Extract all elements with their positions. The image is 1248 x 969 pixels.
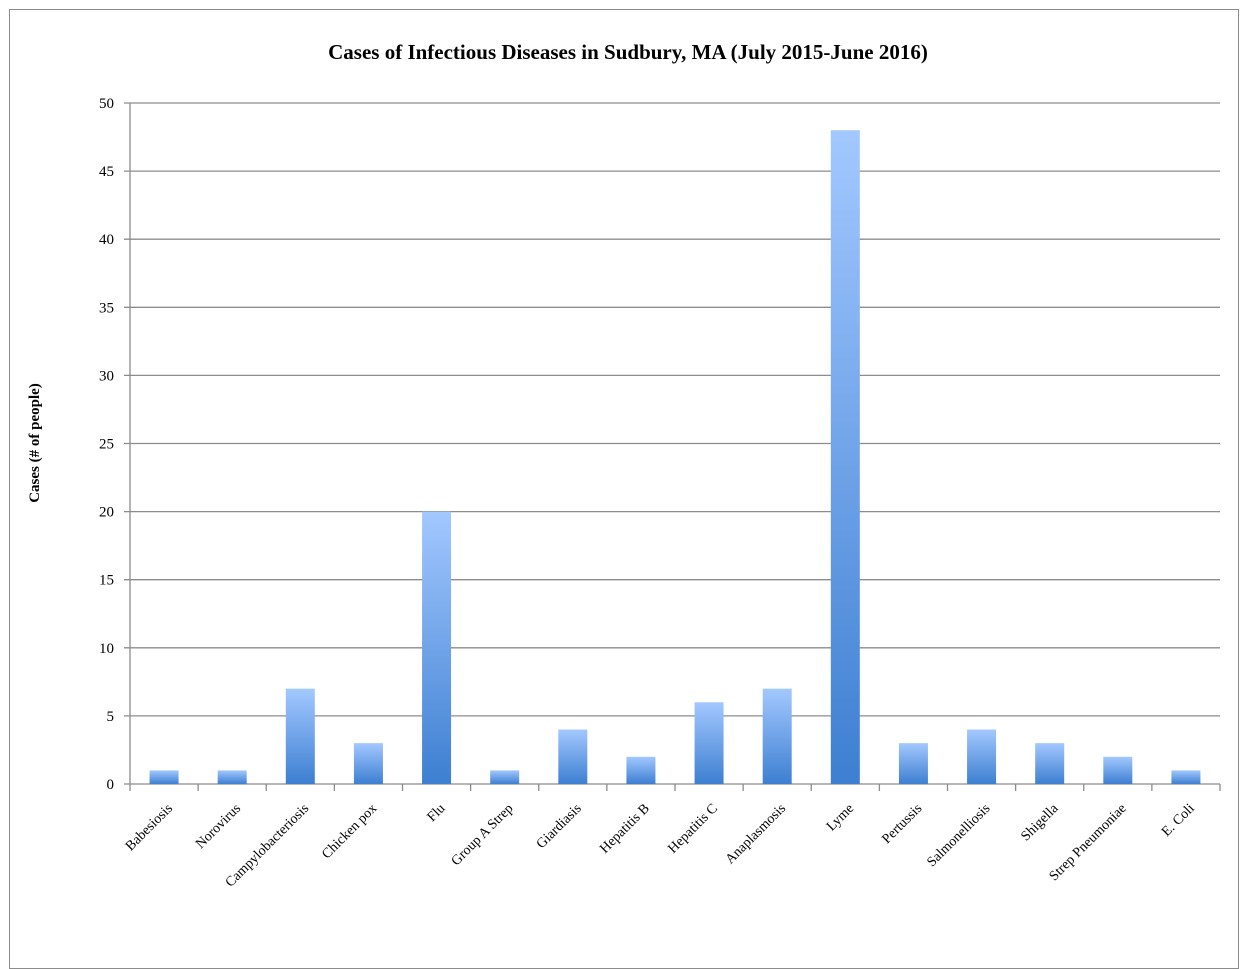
category-label: Giardiasis <box>534 801 585 852</box>
bar-babesiosis <box>149 770 179 784</box>
bar-salmonelliosis <box>967 729 997 784</box>
bar-shigella <box>1035 743 1065 784</box>
y-tick-label: 25 <box>99 437 114 453</box>
y-tick-label: 20 <box>99 505 114 521</box>
bar-e-coli <box>1171 770 1201 784</box>
bars <box>149 130 1201 785</box>
chart-frame <box>9 9 1239 969</box>
bar-lyme <box>830 130 860 785</box>
bar-chicken-pox <box>353 743 383 784</box>
bar-hepatitis-c <box>694 702 724 784</box>
bar-strep-pneumoniae <box>1103 756 1133 784</box>
y-tick-label: 30 <box>99 368 114 384</box>
y-tick-label: 5 <box>107 709 115 725</box>
category-label: Hepatitis B <box>597 801 652 856</box>
chart-title: Cases of Infectious Diseases in Sudbury,… <box>328 40 928 64</box>
category-label: Chicken pox <box>319 801 380 862</box>
category-label: Salmonelliosis <box>924 801 993 870</box>
category-label: Flu <box>425 801 449 825</box>
category-label: Group A Strep <box>449 801 517 869</box>
y-tick-label: 15 <box>99 573 114 589</box>
x-tick-marks <box>129 784 1221 791</box>
bar-norovirus <box>217 770 247 784</box>
bar-flu <box>422 511 452 784</box>
bar-hepatitis-b <box>626 756 656 784</box>
gridlines <box>124 102 1220 785</box>
y-axis-label: Cases (# of people) <box>27 383 43 503</box>
bar-giardiasis <box>558 729 588 784</box>
bar-anaplasmosis <box>762 688 792 784</box>
bar-campylobacteriosis <box>285 688 315 784</box>
category-label: E. Coli <box>1159 801 1198 840</box>
y-tick-label: 35 <box>99 300 114 316</box>
y-tick-label: 45 <box>99 164 114 180</box>
category-label: Lyme <box>824 801 857 834</box>
category-label: Anaplasmosis <box>723 801 789 867</box>
category-label: Hepatitis C <box>665 801 720 856</box>
category-label: Pertussis <box>879 801 925 847</box>
category-label: Shigella <box>1018 801 1062 845</box>
y-tick-label: 40 <box>99 232 114 248</box>
y-tick-label: 0 <box>107 777 115 793</box>
y-tick-label: 10 <box>99 641 114 657</box>
category-label: Norovirus <box>193 801 244 852</box>
bar-group-a-strep <box>490 770 520 784</box>
y-tick-labels: 0 5 10 15 20 25 30 35 40 45 50 <box>99 96 114 793</box>
category-label: Babesiosis <box>123 801 176 854</box>
y-tick-label: 50 <box>99 96 114 112</box>
bar-pertussis <box>898 743 928 784</box>
